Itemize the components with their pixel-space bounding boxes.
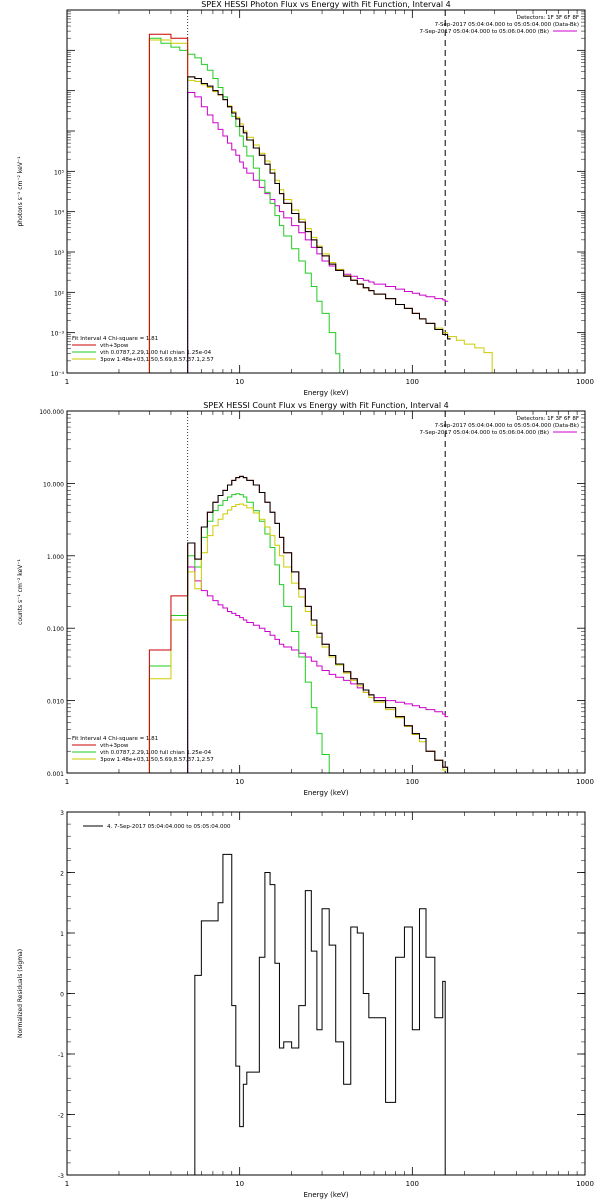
x-axis-label: Energy (keV) [303,389,348,397]
x-axis-label: Energy (keV) [303,789,348,797]
x-tick-label: 100 [406,1180,419,1188]
y-tick-label: 10⁵ [54,169,65,176]
chart-panel-3: 1 10 100 1000 Energy (keV) -3 -2 -1 0 1 2 3 Normaliz… [17,810,594,1199]
y-tick-label: 100.000 [39,409,64,416]
series-vth [148,493,337,774]
y-tick-label: 10⁻³ [51,331,65,338]
y-tick-label: 1 [60,931,64,938]
series-bk [187,566,449,773]
plot-frame [66,811,586,1176]
series-vth-3pow [148,475,451,774]
y-tick-label: 10⁴ [54,210,65,217]
y-axis-label: Normalized Residuals (sigma) [17,949,24,1038]
x-tick-label: 1000 [576,778,594,786]
legend-bk: 7-Sep-2017 05:04:04.000 to 05:06:04.000 … [420,430,550,436]
chart-title: SPEX HESSI Count Flux vs Energy with Fit… [203,401,448,410]
y-axis-label: counts s⁻¹ cm⁻² keV⁻¹ [17,559,24,625]
x-axis-label: Energy (keV) [303,1191,348,1199]
y-tick-label: -3 [58,1173,64,1180]
legend-detectors: Detectors: 1F 3F 6F 8F [517,15,579,21]
legend-fit-entry: 3pow 1.48e+03,1.50,5.69,8.57,37.1,2.57 [100,357,214,363]
y-tick-label: 10³ [54,250,65,257]
y-tick-label: 1.000 [47,554,64,561]
series-vth-3pow [148,33,451,373]
legend-fit-entry: vth+3pow [100,343,129,349]
chart-title: SPEX HESSI Photon Flux vs Energy with Fi… [201,0,451,9]
legend-fit-entry: 3pow 1.48e+03,1.50,5.69,8.57,37.1,2.57 [100,757,214,763]
y-axis-label: photons s⁻¹ cm⁻² keV⁻¹ [17,156,24,227]
y-tick-label: 2 [60,871,64,878]
y-tick-label: 0 [60,992,64,999]
x-tick-label: 10 [235,778,244,786]
y-tick-label: 3 [60,810,64,817]
y-tick-label: -2 [58,1113,64,1120]
legend-bk: 7-Sep-2017 05:04:04.000 to 05:06:04.000 … [420,29,550,35]
legend-detectors: Detectors: 1F 3F 6F 8F [517,416,579,422]
x-tick-label: 100 [406,378,419,386]
plot-frame [66,410,586,774]
x-tick-label: 1 [65,378,69,386]
y-tick-label: 10⁻⁴ [51,371,65,378]
x-tick-label: 1 [65,778,69,786]
x-tick-label: 100 [406,778,419,786]
legend-data-bk: 7-Sep-2017 05:04:04.000 to 05:05:04.000 … [435,22,579,28]
x-tick-label: 10 [235,1180,244,1188]
y-tick-label: 0.100 [47,626,64,633]
legend-residual-interval: 4. 7-Sep-2017 05:04:04.000 to 05:05:04.0… [107,824,231,830]
y-tick-label: 0.001 [47,771,64,778]
x-tick-label: 10 [235,378,244,386]
legend-fit-interval: Fit Interval 4 Chi-square = 1.81 [72,336,158,342]
legend-fit-entry: vth 0.0787,2.29,1.00 full chian 1.25e-04 [100,350,212,356]
chart-panel-1: SPEX HESSI Photon Flux vs Energy with Fi… [17,0,594,397]
series-vth [148,37,343,374]
series-data-bk [187,475,451,774]
x-tick-label: 1000 [576,378,594,386]
legend-fit-interval: Fit Interval 4 Chi-square = 1.81 [72,736,158,742]
plot-frame [66,9,586,374]
series-3pow [148,39,496,374]
legend-data-bk: 7-Sep-2017 05:04:04.000 to 05:05:04.000 … [435,423,579,429]
y-tick-label: -1 [58,1052,64,1059]
y-tick-label: 0.010 [47,699,64,706]
legend-fit-entry: vth 0.0787,2.29,1.00 full chian 1.25e-04 [100,750,212,756]
chart-panel-2: SPEX HESSI Count Flux vs Energy with Fit… [17,401,594,797]
series-bk [187,92,449,373]
series-data-bk [187,76,451,373]
legend-fit-entry: vth+3pow [100,743,129,749]
y-tick-label: 10.000 [43,481,64,488]
y-tick-label: 10² [54,290,65,297]
series-4-7-sep-2017-05-04-04-000-to-05-05-04-000 [187,853,449,1176]
x-tick-label: 1 [65,1180,69,1188]
x-tick-label: 1000 [576,1180,594,1188]
